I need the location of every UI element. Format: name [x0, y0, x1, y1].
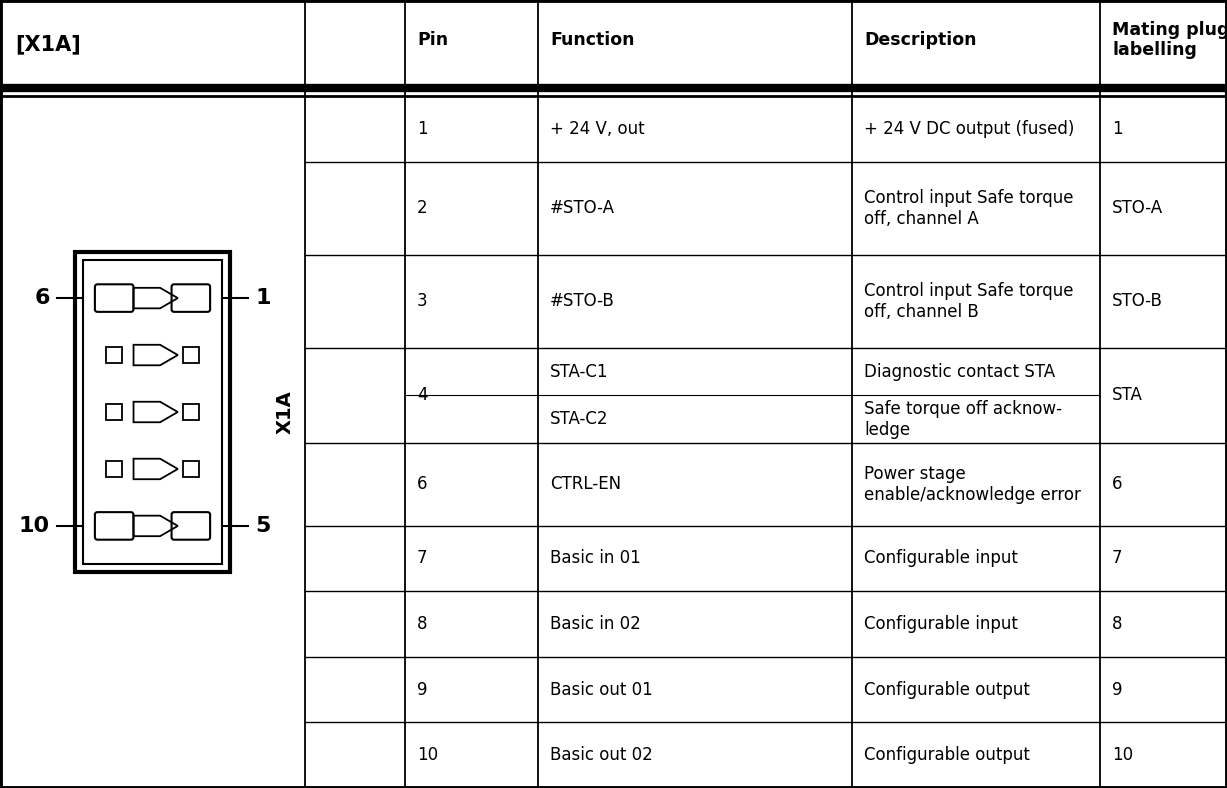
Text: X1A: X1A	[276, 390, 294, 434]
Text: 7: 7	[417, 549, 427, 567]
Text: Basic in 02: Basic in 02	[550, 615, 640, 633]
Text: Safe torque off acknow-
ledge: Safe torque off acknow- ledge	[864, 400, 1063, 439]
Text: Configurable output: Configurable output	[864, 681, 1029, 699]
Text: Configurable input: Configurable input	[864, 615, 1018, 633]
Text: CTRL-EN: CTRL-EN	[550, 475, 621, 493]
Bar	[75, 252, 229, 572]
Text: 1: 1	[1112, 120, 1123, 138]
Text: Function: Function	[550, 31, 634, 49]
Text: 6: 6	[34, 288, 50, 308]
Bar	[107, 461, 121, 477]
Bar	[107, 404, 121, 420]
Text: 5: 5	[255, 516, 270, 536]
Text: #STO-A: #STO-A	[550, 199, 615, 217]
Text: Power stage
enable/acknowledge error: Power stage enable/acknowledge error	[864, 465, 1081, 504]
Text: 7: 7	[1112, 549, 1123, 567]
Text: STO-B: STO-B	[1112, 292, 1163, 310]
Text: STO-A: STO-A	[1112, 199, 1163, 217]
Text: STA-C2: STA-C2	[550, 411, 609, 428]
Text: 4: 4	[417, 386, 427, 404]
Text: Diagnostic contact STA: Diagnostic contact STA	[864, 362, 1055, 381]
Text: #STO-B: #STO-B	[550, 292, 615, 310]
Text: 6: 6	[1112, 475, 1123, 493]
Text: 2: 2	[417, 199, 428, 217]
Text: 3: 3	[417, 292, 428, 310]
Bar	[83, 260, 222, 564]
Text: Configurable output: Configurable output	[864, 746, 1029, 764]
Text: + 24 V, out: + 24 V, out	[550, 120, 644, 138]
Bar	[183, 404, 199, 420]
Text: 9: 9	[417, 681, 427, 699]
Text: + 24 V DC output (fused): + 24 V DC output (fused)	[864, 120, 1075, 138]
Text: Pin: Pin	[417, 31, 448, 49]
Text: Basic in 01: Basic in 01	[550, 549, 640, 567]
Bar	[183, 461, 199, 477]
Bar	[107, 348, 121, 362]
Text: 8: 8	[417, 615, 427, 633]
Text: Control input Safe torque
off, channel A: Control input Safe torque off, channel A	[864, 189, 1074, 228]
Text: STA-C1: STA-C1	[550, 362, 609, 381]
Text: 1: 1	[255, 288, 270, 308]
Text: STA: STA	[1112, 386, 1142, 404]
Text: Mating plug
labelling: Mating plug labelling	[1112, 20, 1227, 59]
Text: 6: 6	[417, 475, 427, 493]
Text: Basic out 02: Basic out 02	[550, 746, 653, 764]
Text: Control input Safe torque
off, channel B: Control input Safe torque off, channel B	[864, 282, 1074, 321]
Text: 1: 1	[417, 120, 428, 138]
Text: 8: 8	[1112, 615, 1123, 633]
Text: 10: 10	[1112, 746, 1133, 764]
Text: [X1A]: [X1A]	[15, 34, 81, 54]
Text: 9: 9	[1112, 681, 1123, 699]
Text: Basic out 01: Basic out 01	[550, 681, 653, 699]
Text: 10: 10	[18, 516, 50, 536]
Text: Configurable input: Configurable input	[864, 549, 1018, 567]
Text: Description: Description	[864, 31, 977, 49]
Bar	[183, 348, 199, 362]
Text: 10: 10	[417, 746, 438, 764]
